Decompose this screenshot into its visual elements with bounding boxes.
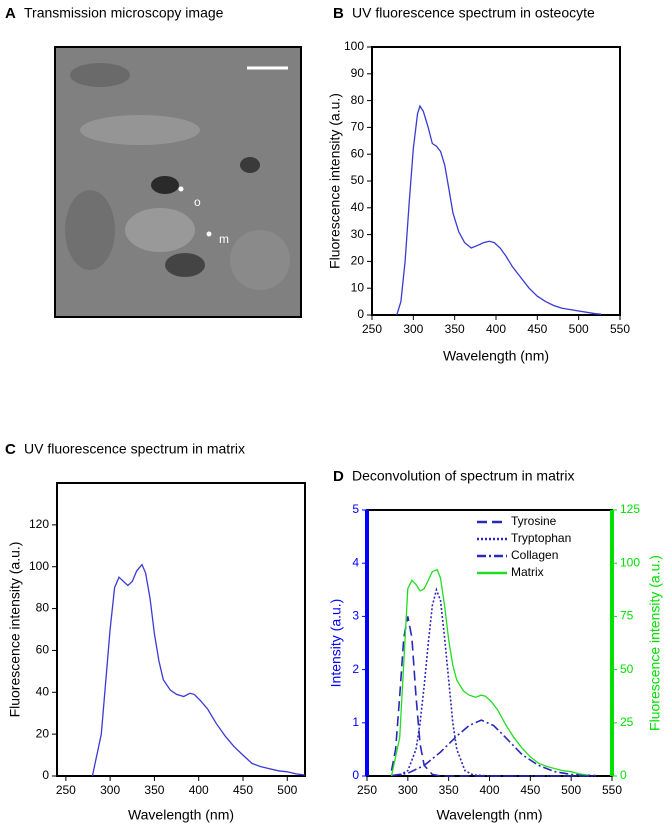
y-tick-label: 20 xyxy=(36,726,50,740)
texture xyxy=(80,115,200,145)
panel-title: UV fluorescence spectrum in osteocyte xyxy=(352,5,595,21)
y-tick-label: 50 xyxy=(351,173,365,187)
x-tick-label: 550 xyxy=(610,322,630,336)
panel-title: Deconvolution of spectrum in matrix xyxy=(352,468,575,484)
y-tick-label: 60 xyxy=(351,146,365,160)
series-line xyxy=(399,587,596,777)
texture xyxy=(70,63,130,87)
y-tick-label: 0 xyxy=(352,768,359,782)
plot-frame xyxy=(371,46,621,316)
y2-tick-label: 50 xyxy=(620,662,634,676)
marker-label: m xyxy=(219,232,229,246)
y-tick-label: 80 xyxy=(36,601,50,615)
x-tick-label: 300 xyxy=(100,783,120,797)
y-axis-label: Intensity (a.u.) xyxy=(328,599,344,688)
marker-dot xyxy=(178,186,184,192)
series-line xyxy=(91,563,306,777)
y-tick-label: 40 xyxy=(36,684,50,698)
x-tick-label: 400 xyxy=(486,322,506,336)
legend-label: Collagen xyxy=(511,548,558,562)
y-tick-label: 20 xyxy=(351,254,365,268)
x-tick-label: 450 xyxy=(527,322,547,336)
x-tick-label: 500 xyxy=(561,783,581,797)
x-tick-label: 250 xyxy=(362,322,382,336)
y-axis-label: Fluorescence intensity (a.u.) xyxy=(327,93,343,269)
panel-title: UV fluorescence spectrum in matrix xyxy=(24,441,245,457)
panel-letter: D xyxy=(333,468,344,485)
y2-tick-label: 0 xyxy=(620,768,627,782)
marker-dot xyxy=(206,231,212,237)
legend-label: Tryptophan xyxy=(511,531,571,545)
y-tick-label: 30 xyxy=(351,227,365,241)
lacuna xyxy=(240,157,260,173)
x-tick-label: 400 xyxy=(479,783,499,797)
y-tick-label: 0 xyxy=(42,768,49,782)
y-tick-label: 40 xyxy=(351,200,365,214)
x-tick-label: 450 xyxy=(520,783,540,797)
y-tick-label: 70 xyxy=(351,120,365,134)
series-line xyxy=(396,104,602,316)
osteocyte-lacuna xyxy=(151,176,179,194)
x-tick-label: 300 xyxy=(398,783,418,797)
panel-title: Transmission microscopy image xyxy=(24,5,224,21)
y-tick-label: 100 xyxy=(29,559,49,573)
legend-label: Matrix xyxy=(511,565,544,579)
series-line xyxy=(390,568,588,777)
marker-label: o xyxy=(194,195,201,209)
x-tick-label: 250 xyxy=(357,783,377,797)
x-tick-label: 400 xyxy=(189,783,209,797)
x-tick-label: 350 xyxy=(445,322,465,336)
x-tick-label: 300 xyxy=(403,322,423,336)
y-tick-label: 100 xyxy=(344,39,364,53)
x-tick-label: 500 xyxy=(277,783,297,797)
y2-tick-label: 100 xyxy=(620,555,640,569)
x-axis-label: Wavelength (nm) xyxy=(128,807,234,823)
y-tick-label: 5 xyxy=(352,502,359,516)
x-tick-label: 550 xyxy=(602,783,622,797)
legend-label: Tyrosine xyxy=(511,514,557,528)
y-tick-label: 90 xyxy=(351,66,365,80)
series-line xyxy=(390,616,596,777)
y2-tick-label: 125 xyxy=(620,502,640,516)
y2-axis-label: Fluorescence intensity (a.u.) xyxy=(647,555,663,731)
texture xyxy=(230,230,290,290)
y-tick-label: 10 xyxy=(351,280,365,294)
y-tick-label: 0 xyxy=(357,307,364,321)
x-tick-label: 250 xyxy=(56,783,76,797)
y-tick-label: 60 xyxy=(36,643,50,657)
series-line xyxy=(391,719,596,777)
x-axis-label: Wavelength (nm) xyxy=(443,348,549,364)
plot-frame xyxy=(56,482,306,777)
panel-letter: A xyxy=(5,5,16,22)
y-tick-label: 3 xyxy=(352,609,359,623)
y-tick-label: 80 xyxy=(351,93,365,107)
y2-tick-label: 25 xyxy=(620,715,634,729)
y-tick-label: 1 xyxy=(352,715,359,729)
y-axis-label: Fluorescence intensity (a.u.) xyxy=(7,542,23,718)
x-axis-label: Wavelength (nm) xyxy=(436,807,542,823)
image-panel: A Transmission microscopy image o m xyxy=(5,5,302,318)
texture xyxy=(65,190,115,270)
x-tick-label: 350 xyxy=(439,783,459,797)
y-tick-label: 4 xyxy=(352,555,359,569)
panel-letter: C xyxy=(5,441,16,458)
y-tick-label: 120 xyxy=(29,517,49,531)
y-tick-label: 2 xyxy=(352,662,359,676)
x-tick-label: 450 xyxy=(233,783,253,797)
texture xyxy=(165,253,205,277)
y2-tick-label: 75 xyxy=(620,609,634,623)
panel-letter: B xyxy=(333,5,344,22)
x-tick-label: 500 xyxy=(569,322,589,336)
texture xyxy=(125,208,195,252)
x-tick-label: 350 xyxy=(144,783,164,797)
